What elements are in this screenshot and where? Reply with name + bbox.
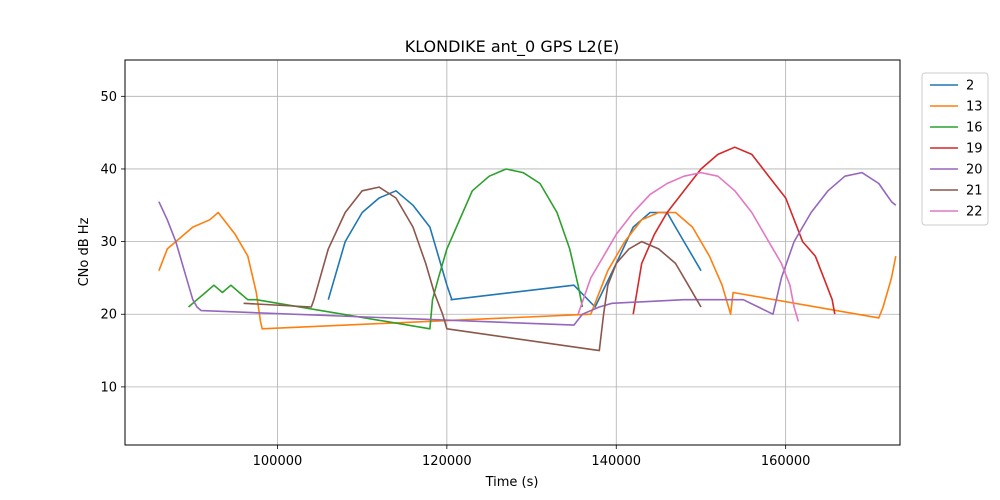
series-line-2	[327, 190, 702, 308]
y-tick-label: 30	[100, 235, 117, 250]
x-tick-label: 160000	[761, 454, 811, 469]
y-tick-label: 50	[100, 90, 117, 105]
x-axis-label: Time (s)	[485, 475, 539, 490]
y-axis: 10 20 30 40 50	[100, 90, 125, 395]
legend-label-16: 16	[966, 121, 983, 136]
series-line-13	[158, 211, 897, 330]
series-line-16	[187, 168, 584, 330]
series-line-20	[158, 171, 897, 326]
legend-label-21: 21	[966, 184, 983, 199]
legend-label-13: 13	[966, 100, 983, 115]
legend-label-20: 20	[966, 163, 983, 178]
y-tick-label: 10	[100, 380, 117, 395]
series-line-19	[632, 146, 836, 315]
x-axis: 100000 120000 140000 160000	[253, 445, 811, 469]
legend: 2 13 16 19 20 21 22	[921, 72, 989, 226]
series-line-21	[243, 186, 702, 352]
legend-label-22: 22	[966, 205, 983, 220]
series-line-22	[577, 171, 800, 322]
y-tick-label: 40	[100, 162, 117, 177]
chart-title: KLONDIKE ant_0 GPS L2(E)	[405, 37, 620, 57]
y-axis-label: CNo dB Hz	[77, 217, 92, 286]
x-tick-label: 140000	[591, 454, 641, 469]
legend-box	[921, 72, 989, 226]
x-tick-label: 120000	[422, 454, 472, 469]
y-tick-label: 20	[100, 308, 117, 323]
x-tick-label: 100000	[253, 454, 303, 469]
grid	[125, 60, 900, 445]
legend-label-19: 19	[966, 142, 983, 157]
plot-frame	[124, 59, 901, 446]
plot-area	[125, 60, 900, 445]
legend-label-2: 2	[966, 79, 974, 94]
series-layer	[158, 146, 897, 352]
